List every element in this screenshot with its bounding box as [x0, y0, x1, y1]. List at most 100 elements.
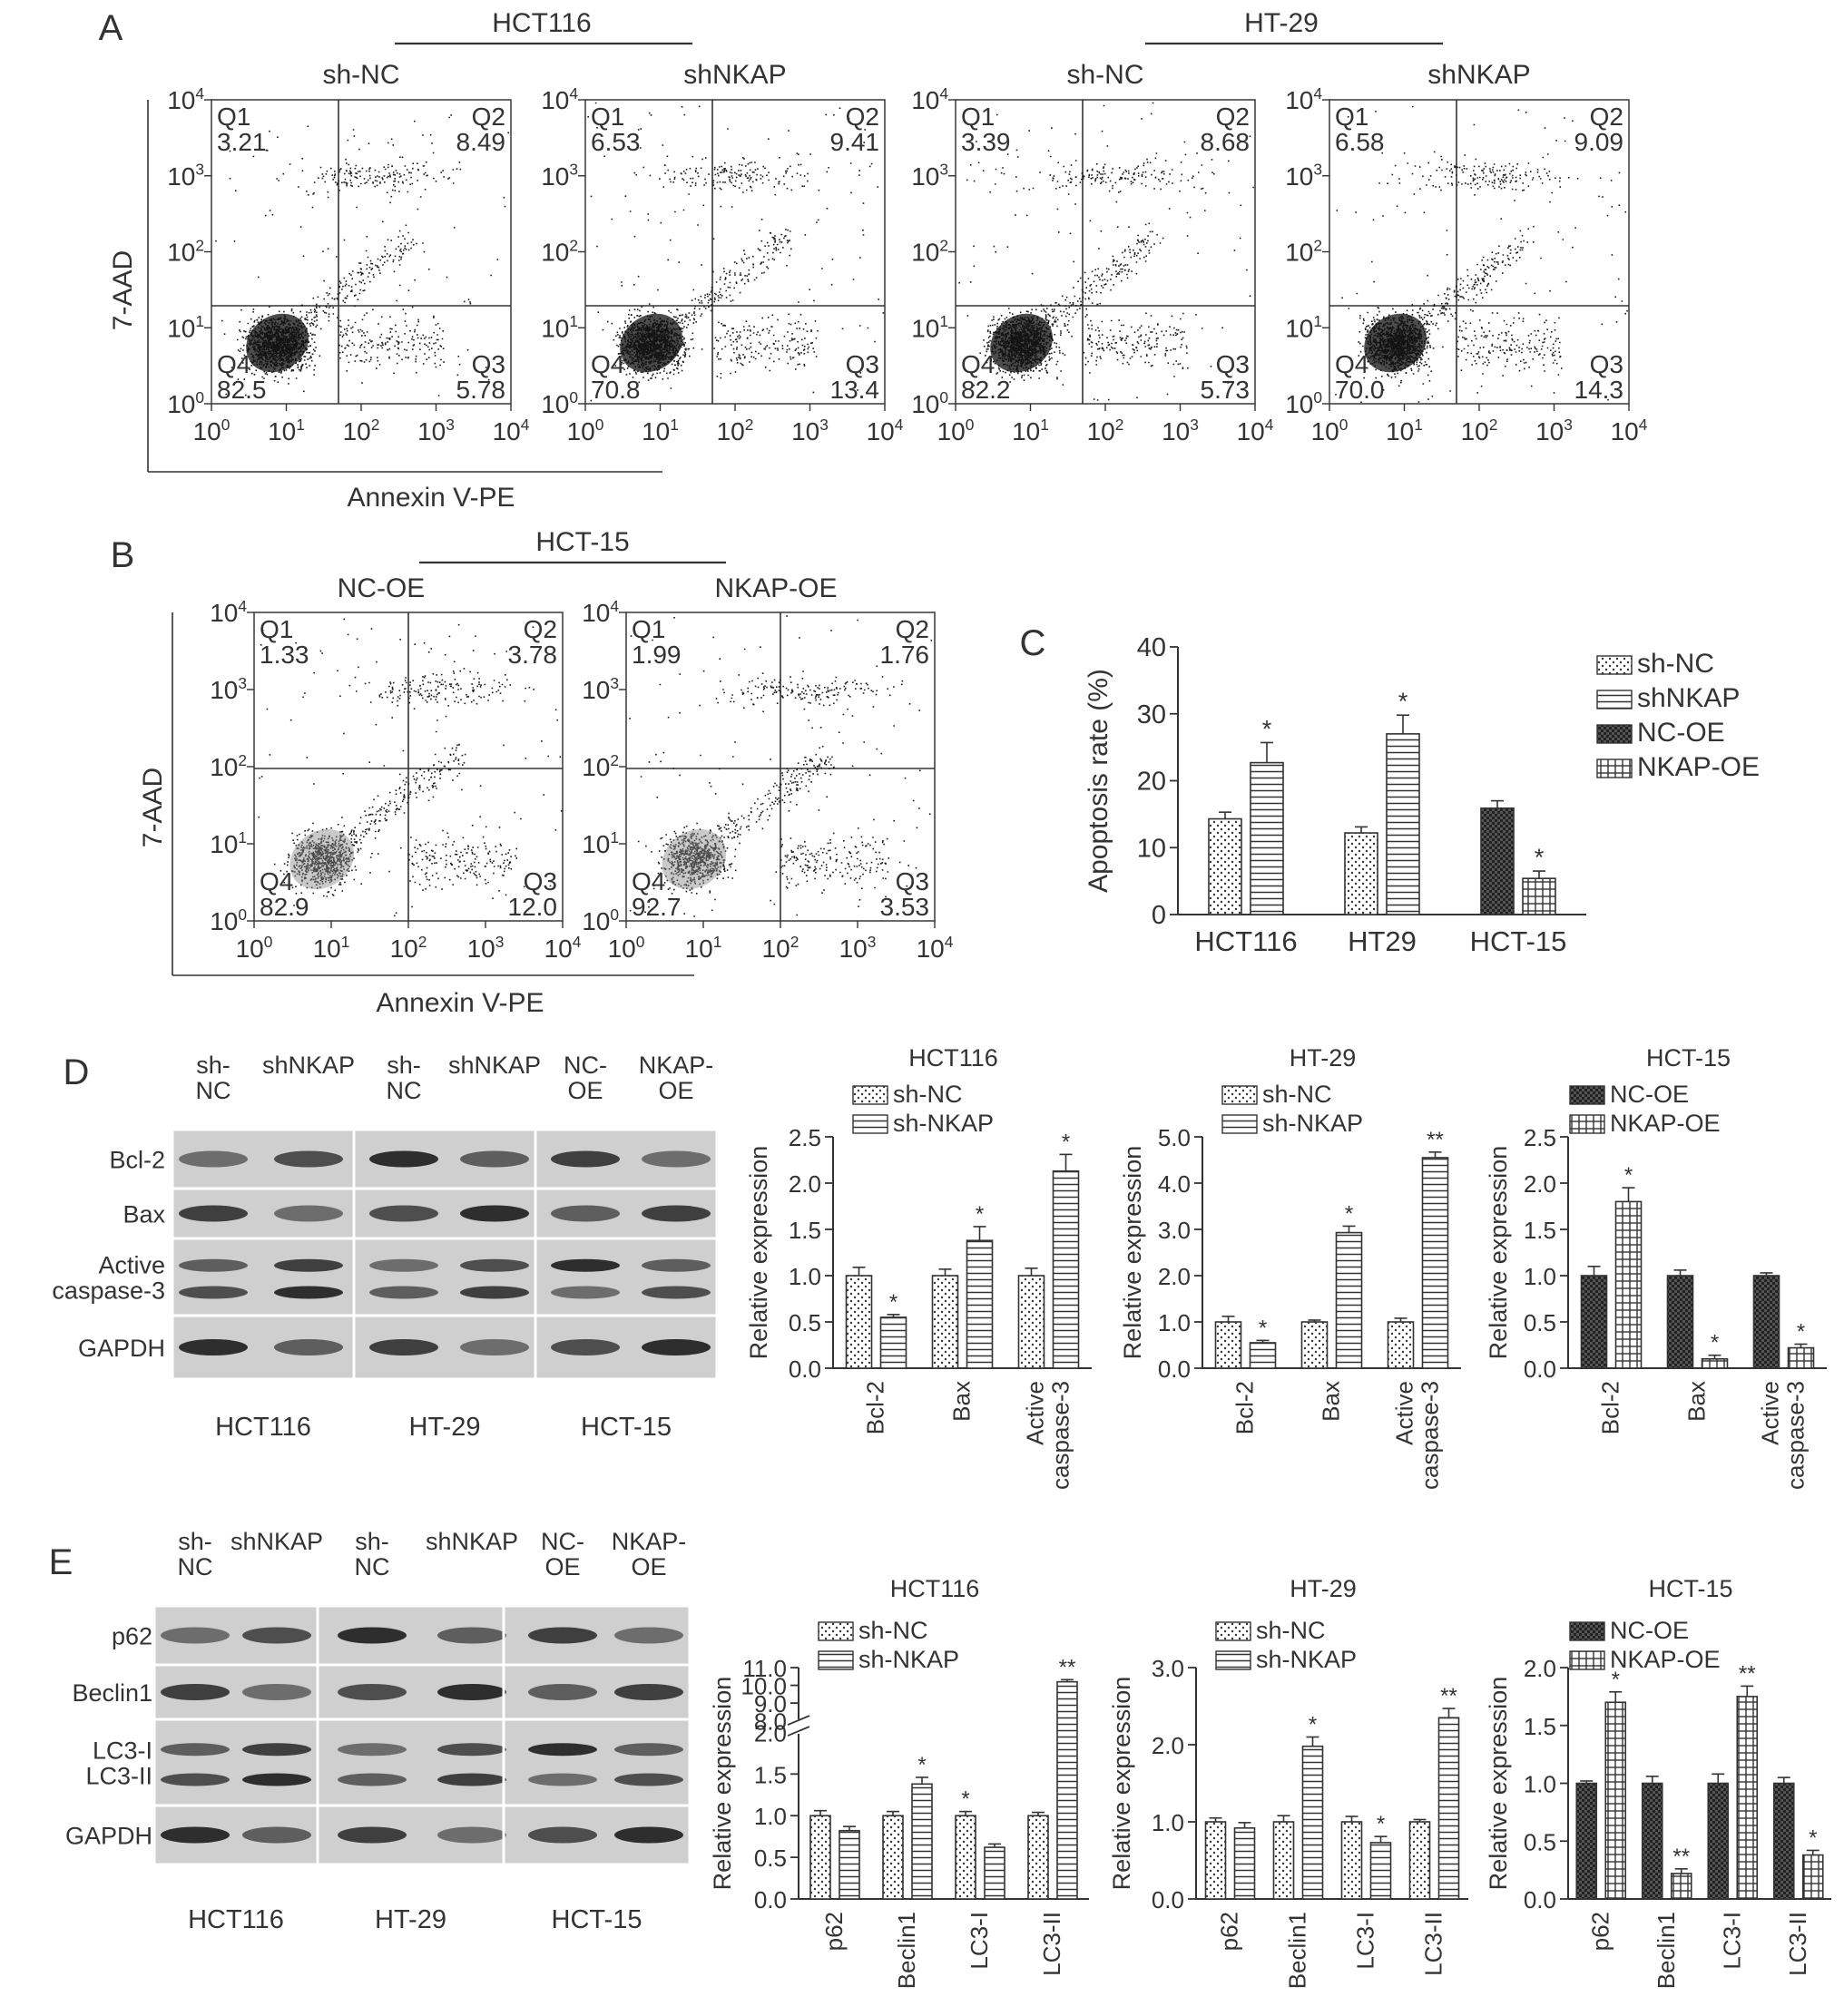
quadrant-q3-value: 5.73	[1201, 376, 1251, 404]
x-tick-label: 103	[467, 933, 505, 963]
x-category-label: Bcl-2	[1597, 1381, 1624, 1434]
quadrant-q3-value: 13.4	[830, 376, 880, 404]
protein-band	[369, 1286, 438, 1299]
bar-chart: 0.0 1.0 2.0 3.0 Relative expression HT-29 p62 *…	[1108, 1575, 1468, 1989]
plot-title: NKAP-OE	[714, 573, 837, 603]
protein-band	[161, 1826, 230, 1844]
y-tick-label: 101	[167, 312, 204, 342]
bar	[1335, 1231, 1363, 1369]
significance-mark: *	[961, 1787, 969, 1812]
x-category-label: Bax	[948, 1381, 976, 1422]
protein-band	[369, 1258, 438, 1272]
protein-band	[338, 1627, 407, 1644]
y-tick-label: 30	[1137, 700, 1166, 729]
event-density-core	[289, 829, 355, 889]
event-dots	[215, 114, 509, 396]
event-dots	[258, 618, 563, 917]
y-tick-label: 104	[1285, 84, 1322, 114]
y-tick-label: 0.5	[754, 1845, 787, 1872]
axis-break-mark	[787, 1726, 810, 1737]
protein-band	[369, 1150, 438, 1168]
significance-mark: *	[1535, 844, 1545, 871]
protein-band	[642, 1286, 711, 1299]
y-tick-label: 0	[1152, 901, 1166, 930]
x-tick-label: 102	[343, 416, 380, 445]
quadrant-q2-value: 9.09	[1574, 128, 1624, 156]
bar-chart: 0 10 20 30 40 Apoptosis rate (%) * HCT116 * HT29 *…	[1084, 633, 1760, 957]
protein-band	[551, 1286, 620, 1299]
y-tick-label: 103	[911, 161, 948, 191]
quadrant-q2-label: Q2	[1216, 103, 1250, 131]
x-category-label: Active	[1757, 1381, 1784, 1445]
bar	[1301, 1745, 1324, 1900]
bar	[1480, 807, 1515, 915]
legend-label: sh-NKAP	[1262, 1110, 1363, 1137]
bar	[911, 1783, 933, 1900]
bar	[1386, 733, 1420, 915]
lane-label: NC	[196, 1077, 231, 1104]
y-tick-label: 101	[582, 828, 619, 858]
protein-label: Bax	[123, 1201, 165, 1228]
bar	[1233, 1827, 1256, 1900]
lane-label: sh-	[196, 1052, 230, 1079]
y-tick-label: 20	[1137, 768, 1166, 797]
y-tick-label: 104	[167, 84, 204, 114]
protein-band	[274, 1205, 343, 1222]
bar	[839, 1829, 860, 1900]
y-tick-label: 104	[541, 84, 578, 114]
y-tick-label: 103	[582, 674, 619, 704]
x-tick-label: 100	[567, 416, 604, 445]
x-category-label: Bcl-2	[1231, 1381, 1259, 1434]
y-tick-label: 2.5	[1524, 1124, 1556, 1151]
y-tick-label: 1.0	[1158, 1309, 1191, 1336]
x-category-label: p62	[1216, 1912, 1243, 1951]
x-category-label: LC3-II	[1784, 1912, 1811, 1976]
quadrant-q2-label: Q2	[472, 103, 505, 131]
protein-label: GAPDH	[78, 1335, 165, 1362]
legend-swatch	[1221, 1085, 1258, 1105]
significance-mark: *	[1262, 715, 1272, 742]
y-tick-label: 3.0	[1152, 1655, 1184, 1682]
significance-mark: **	[1672, 1845, 1690, 1869]
x-tick-label: 102	[390, 933, 427, 963]
bar	[1736, 1696, 1759, 1900]
protein-band	[242, 1684, 311, 1700]
bar	[1369, 1842, 1392, 1900]
y-tick-label: 0.0	[789, 1355, 821, 1383]
quadrant-q1-label: Q1	[632, 615, 665, 643]
y-tick-label: 102	[911, 236, 948, 266]
y-tick-label: 2.0	[1158, 1263, 1191, 1290]
y-tick-label: 10	[1137, 834, 1166, 863]
x-tick-label: 100	[1311, 416, 1349, 445]
quadrant-q2-label: Q2	[1590, 103, 1623, 131]
protein-band	[437, 1627, 506, 1644]
protein-band	[460, 1286, 529, 1299]
blot-strip	[152, 1804, 692, 1866]
bar	[845, 1275, 873, 1369]
x-tick-label: 104	[493, 416, 530, 445]
bar	[1214, 1321, 1242, 1369]
y-tick-label: 0.5	[1524, 1828, 1556, 1855]
x-tick-label: 101	[685, 933, 722, 963]
significance-mark: *	[976, 1202, 984, 1227]
lane-label: OE	[567, 1077, 603, 1104]
legend-swatch	[1221, 1114, 1258, 1134]
quadrant-q3-label: Q3	[1216, 350, 1250, 378]
legend-swatch	[1569, 1114, 1605, 1134]
significance-mark: *	[1345, 1201, 1353, 1226]
legend-label: sh-NC	[858, 1617, 928, 1644]
quadrant-q1-label: Q1	[217, 103, 250, 131]
event-density-core	[990, 313, 1053, 373]
lane-label: NKAP-	[612, 1528, 687, 1555]
y-tick-label: 104	[911, 84, 948, 114]
x-tick-label: 100	[937, 416, 975, 445]
quadrant-q2-value: 8.68	[1201, 128, 1251, 156]
event-dots	[587, 102, 885, 402]
y-axis-title: 7-AAD	[138, 768, 168, 847]
quadrant-q2-label: Q2	[524, 615, 557, 643]
panel-a-flow-cytometry: sh-NC100100101101102102103103104104Q13.2…	[108, 8, 1648, 513]
x-tick-label: 104	[1237, 416, 1274, 445]
axis-break-mark	[787, 1715, 810, 1726]
